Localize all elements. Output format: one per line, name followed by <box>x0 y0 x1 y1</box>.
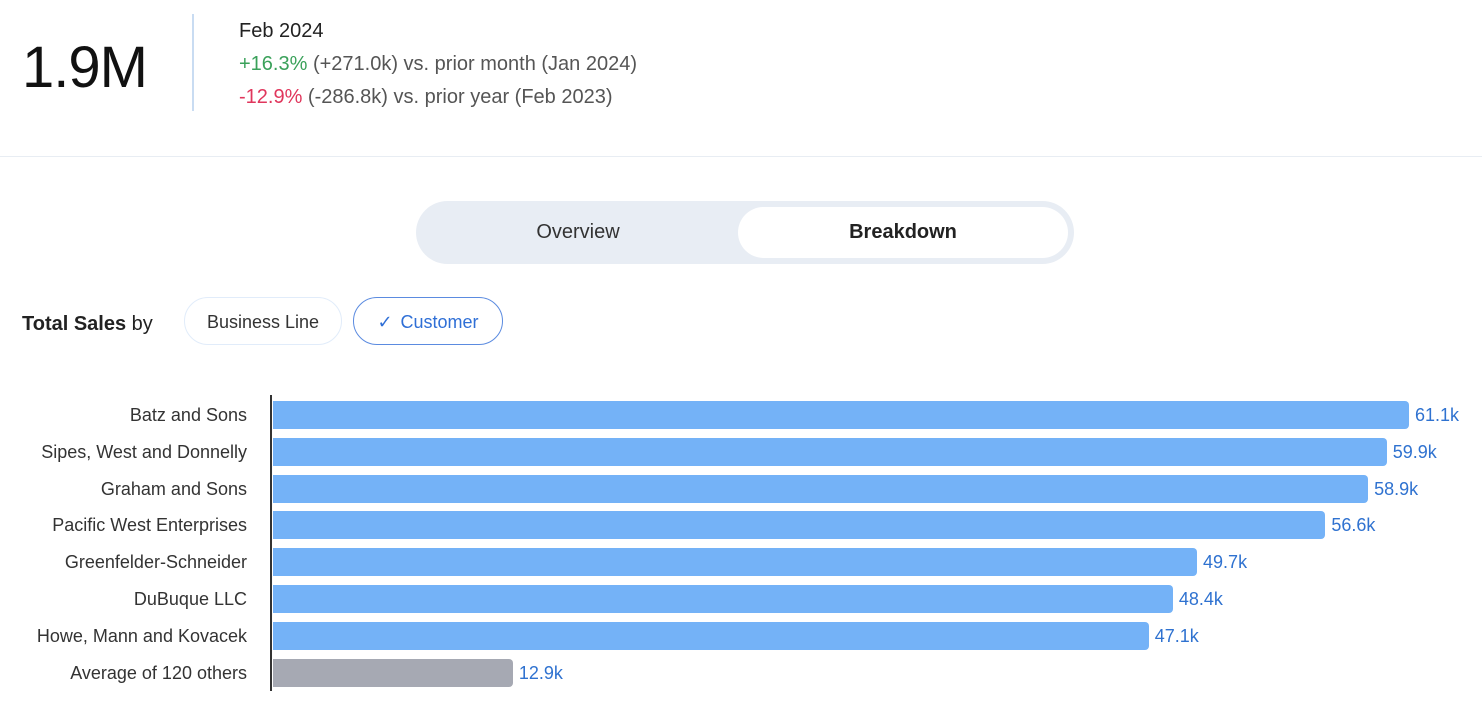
kpi-period: Feb 2024 <box>239 20 324 42</box>
year-comparison: -12.9% (-286.8k) vs. prior year (Feb 202… <box>239 86 613 109</box>
tab-overview[interactable]: Overview <box>536 221 620 243</box>
month-comparison: +16.3% (+271.0k) vs. prior month (Jan 20… <box>239 53 637 76</box>
bar[interactable] <box>273 474 1369 503</box>
breakdown-title: Total Sales by <box>22 313 153 336</box>
month-change-pct: +16.3% <box>239 53 308 75</box>
divider <box>192 14 194 111</box>
check-icon: ✓ <box>377 312 393 332</box>
category-label: Pacific West Enterprises <box>52 515 247 536</box>
value-label: 58.9k <box>1374 478 1419 499</box>
category-label: Sipes, West and Donnelly <box>41 441 247 462</box>
sales-by-customer-chart: Batz and Sons 61.1k Sipes, West and Donnel… <box>0 395 1482 695</box>
value-label: 47.1k <box>1154 625 1199 646</box>
bar[interactable] <box>273 585 1173 613</box>
year-change-text: (-286.8k) vs. prior year (Feb 2023) <box>302 86 613 108</box>
category-label: Average of 120 others <box>70 662 247 683</box>
chip-label: Customer <box>400 312 479 332</box>
category-label: Howe, Mann and Kovacek <box>36 625 247 646</box>
chip-customer[interactable]: ✓ Customer <box>353 297 503 345</box>
breakdown-by: by <box>126 313 153 335</box>
bar[interactable] <box>273 621 1149 650</box>
month-change-text: (+271.0k) vs. prior month (Jan 2024) <box>307 53 637 75</box>
value-label: 61.1k <box>1415 405 1460 425</box>
bar[interactable] <box>273 401 1409 429</box>
section-divider <box>0 156 1482 157</box>
kpi-value: 1.9M <box>22 35 148 100</box>
category-label: Greenfelder-Schneider <box>64 552 247 573</box>
category-label: Graham and Sons <box>100 478 247 499</box>
bar[interactable] <box>273 511 1326 540</box>
value-label: 59.9k <box>1392 441 1437 462</box>
value-label: 48.4k <box>1178 589 1223 609</box>
category-label: Batz and Sons <box>129 405 247 425</box>
view-toggle: Overview Breakdown <box>416 201 1074 264</box>
value-label: 56.6k <box>1331 515 1376 536</box>
y-axis-line <box>270 395 272 691</box>
value-label: 49.7k <box>1203 552 1248 573</box>
chip-label: Business Line <box>206 312 320 332</box>
bar[interactable] <box>273 658 513 687</box>
bar[interactable] <box>273 548 1198 577</box>
value-label: 12.9k <box>518 662 563 683</box>
chip-business-line[interactable]: Business Line <box>184 297 342 345</box>
tab-breakdown[interactable]: Breakdown <box>738 207 1068 258</box>
breakdown-metric: Total Sales <box>22 313 127 335</box>
bar[interactable] <box>273 437 1387 466</box>
year-change-pct: -12.9% <box>239 86 303 108</box>
category-label: DuBuque LLC <box>133 589 247 609</box>
